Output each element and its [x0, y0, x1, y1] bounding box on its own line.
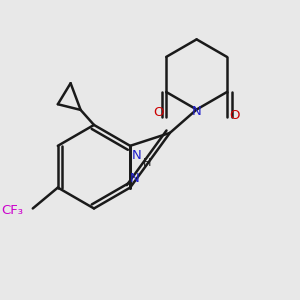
Text: N: N	[130, 172, 139, 185]
Text: N: N	[132, 149, 142, 162]
Text: O: O	[229, 109, 240, 122]
Text: CF₃: CF₃	[1, 204, 23, 217]
Text: O: O	[154, 106, 164, 119]
Text: H: H	[143, 158, 151, 168]
Text: N: N	[192, 105, 202, 118]
